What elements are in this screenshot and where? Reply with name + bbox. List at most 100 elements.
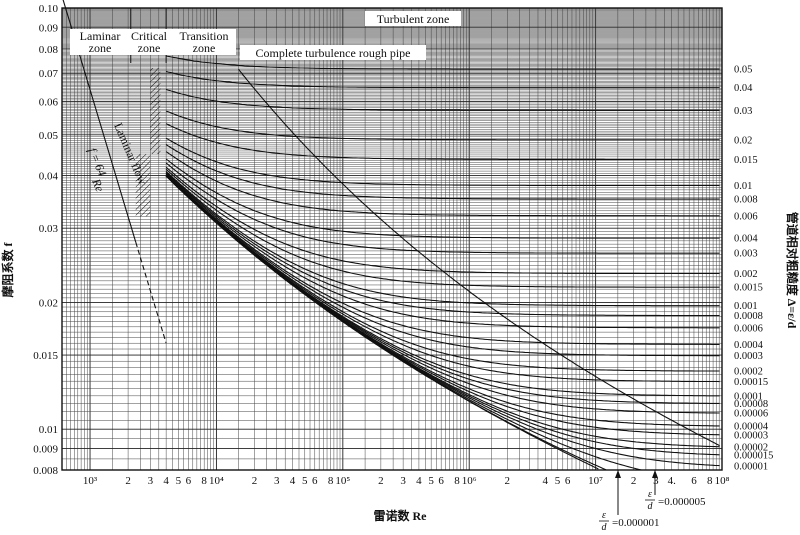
x-tick-label-4: 5 [176, 475, 182, 487]
roughness-curve-10 [165, 166, 720, 275]
roughness-label-24: 0.00002 [734, 442, 768, 453]
x-tick-label-5: 6 [186, 475, 192, 487]
roughness-label-1: 0.04 [734, 83, 753, 94]
roughness-label-0: 0.05 [734, 65, 752, 76]
roughness-label-20: 0.00008 [734, 399, 768, 410]
roughness-curve-4 [165, 123, 720, 161]
x-tick-label-25: 6 [565, 475, 571, 487]
y2-axis-title: 管道相对粗糙度 Δ=ε/d [785, 212, 800, 329]
x-tick-label-32: 10⁸ [715, 475, 730, 487]
laminar-formula-re: Re [89, 176, 107, 195]
x-tick-label-11: 5 [302, 475, 308, 487]
x-tick-label-22: 2 [505, 475, 511, 487]
roughness-label-7: 0.006 [734, 211, 758, 222]
critical-hatch-lower [135, 154, 151, 217]
y-tick-label-7: 0.03 [39, 223, 59, 235]
x-tick-label-21: 10⁶ [462, 475, 477, 487]
transition-zone-label-2: zone [193, 41, 216, 55]
x-tick-label-1: 2 [125, 475, 131, 487]
roughness-label-12: 0.001 [734, 301, 758, 312]
laminar-flow-label: Laminar flow [111, 121, 150, 187]
roughness-curve-5 [165, 137, 720, 186]
friction-curves [165, 55, 720, 471]
roughness-curve-14 [165, 172, 720, 329]
x-tick-label-12: 6 [312, 475, 318, 487]
laminar-zone-label: Laminar [80, 29, 121, 43]
roughness-label-22: 0.00004 [734, 421, 769, 432]
y-tick-label-3: 0.07 [39, 68, 59, 80]
roughness-0000001-annotation: ε d =0.000001 [599, 470, 659, 533]
y-tick-label-1: 0.09 [39, 22, 59, 34]
x-tick-labels: 10³ 2 3 4 5 6 8 10⁴ 2 3 4 5 6 8 10⁵ 2 3 4 5 6 8 10⁶ 2 4 5 6 10⁷ 2 3 4… [83, 475, 730, 487]
y-tick-label-10: 0.01 [39, 424, 58, 436]
roughness-label-5: 0.01 [734, 181, 752, 192]
rough-pipe-label: Complete turbulence rough pipe [256, 46, 411, 60]
d-label-1: d [648, 501, 654, 512]
roughness-curve-13 [165, 171, 720, 317]
roughness-label-23: 0.00003 [734, 430, 768, 441]
roughness-label-19: 0.0001 [734, 391, 763, 402]
rough-pipe-label-bg [240, 45, 426, 60]
critical-zone-label-bg [126, 29, 172, 55]
roughness-label-26: 0.00001 [734, 461, 768, 472]
roughness-curve-16 [165, 174, 720, 357]
roughness-label-16: 0.0003 [734, 351, 763, 362]
x-tick-label-17: 4 [416, 475, 422, 487]
eps-label-1: ε [648, 489, 652, 500]
roughness-labels: 0.05 0.04 0.03 0.02 0.015 0.01 0.008 0.006 0.004… [734, 65, 773, 473]
plot-frame [61, 7, 723, 471]
x-tick-label-23: 4 [543, 475, 549, 487]
y-tick-label-8: 0.02 [39, 297, 58, 309]
roughness-label-15: 0.0004 [734, 340, 764, 351]
roughness-label-17: 0.0002 [734, 367, 763, 378]
critical-zone-label-2: zone [138, 41, 161, 55]
x-tick-label-14: 10⁵ [335, 475, 350, 487]
roughness-curve-3 [165, 110, 720, 141]
x-tick-label-2: 3 [148, 475, 154, 487]
turbulent-zone-label-bg [365, 11, 461, 26]
y-tick-label-5: 0.05 [39, 130, 59, 142]
x-tick-label-18: 5 [428, 475, 434, 487]
roughness-0000001-value: =0.000001 [612, 517, 659, 529]
roughness-label-25: 0.000015 [734, 450, 773, 461]
y-tick-label-11: 0.009 [33, 443, 58, 455]
eps-label-2: ε [602, 510, 606, 521]
x-tick-label-9: 3 [274, 475, 280, 487]
y-axis-title: 摩阻系数 f [0, 241, 15, 297]
x-tick-label-10: 4 [290, 475, 296, 487]
roughness-label-11: 0.0015 [734, 283, 763, 294]
roughness-label-21: 0.00006 [734, 409, 768, 420]
roughness-curve-11 [165, 168, 720, 288]
y-tick-label-2: 0.08 [39, 44, 59, 56]
x-tick-label-6: 8 [201, 475, 207, 487]
d-label-2: d [602, 522, 608, 533]
y-tick-label-0: 0.10 [39, 3, 59, 15]
roughness-curve-15 [165, 173, 720, 345]
roughness-0000005-value: =0.000005 [658, 496, 706, 508]
turbulent-zone-label: Turbulent zone [377, 12, 450, 26]
x-tick-label-13: 8 [328, 475, 334, 487]
roughness-curve-29 [165, 175, 599, 470]
transition-zone-label: Transition [180, 29, 229, 43]
x-tick-label-26: 10⁷ [588, 475, 603, 487]
roughness-curve-1 [165, 70, 720, 89]
y-tick-labels: 0.10 0.09 0.08 0.07 0.06 0.05 0.04 0.03 0.02 0.01… [33, 3, 58, 477]
y-tick-label-6: 0.04 [39, 171, 59, 183]
critical-zone-label: Critical [131, 29, 168, 43]
x-tick-label-7: 10⁴ [209, 475, 224, 487]
roughness-label-14: 0.0006 [734, 323, 763, 334]
y-tick-label-4: 0.06 [39, 96, 59, 108]
roughness-curve-28 [165, 175, 607, 471]
roughness-label-10: 0.002 [734, 269, 758, 280]
roughness-label-4: 0.015 [734, 155, 758, 166]
grid [61, 7, 723, 471]
x-tick-label-27: 2 [631, 475, 637, 487]
rough-pipe-boundary [238, 68, 720, 447]
y-tick-label-12: 0.008 [33, 465, 58, 477]
roughness-0000005-annotation: ε d =0.000005 [645, 470, 706, 512]
roughness-curve-7 [165, 151, 720, 217]
x-tick-label-8: 2 [252, 475, 258, 487]
roughness-curve-8 [165, 158, 720, 239]
x-tick-label-28: 3 [653, 475, 659, 487]
